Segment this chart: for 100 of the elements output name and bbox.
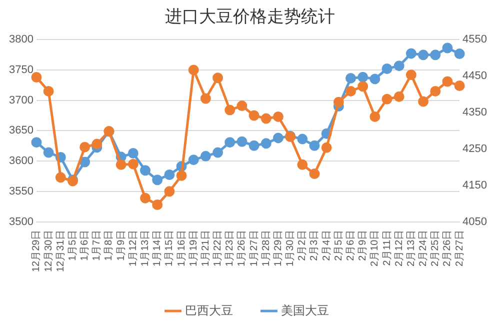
x-tick-label: 2月11日 <box>382 230 393 266</box>
point <box>200 93 211 104</box>
x-tick-label: 1月30日 <box>285 230 296 266</box>
point <box>80 156 90 168</box>
x-tick-label: 1月15日 <box>164 230 176 266</box>
point <box>358 72 368 82</box>
y-tick-label: 3750 <box>8 64 34 76</box>
x-tick-label: 1月8日 <box>104 230 115 261</box>
x-tick-label: 1月29日 <box>272 230 284 266</box>
x-tick-label: 1月19日 <box>188 230 200 266</box>
point <box>224 137 236 148</box>
point <box>224 104 236 116</box>
x-tick-label: 2月5日 <box>333 230 344 261</box>
point <box>418 50 429 60</box>
x-tick-label: 1月9日 <box>116 230 127 261</box>
point <box>272 132 284 144</box>
x-tick-label: 1月12日 <box>128 230 139 266</box>
x-tick-label: 12月31日 <box>55 230 66 272</box>
x-tick-label: 1月28日 <box>260 230 272 266</box>
x-tick-label: 2月12日 <box>394 230 405 266</box>
point <box>442 42 453 54</box>
point <box>418 96 429 107</box>
y2-tick-label: 4250 <box>462 142 488 155</box>
point <box>442 76 453 87</box>
point <box>116 159 126 170</box>
point <box>43 147 54 158</box>
point <box>176 170 187 181</box>
point <box>382 94 392 104</box>
y2-tick-label: 4150 <box>462 179 488 192</box>
x-tick-label: 1月22日 <box>212 230 224 266</box>
point <box>260 113 272 124</box>
y-tick-label: 3500 <box>8 216 34 228</box>
x-tick-label: 1月26日 <box>236 230 248 266</box>
point <box>297 134 308 144</box>
x-tick-label: 1月27日 <box>248 230 260 266</box>
y-tick-label: 3800 <box>8 34 34 46</box>
point <box>92 138 102 150</box>
x-tick-label: 1月23日 <box>224 230 236 266</box>
point <box>297 159 308 170</box>
x-tick-label: 1月16日 <box>176 230 188 266</box>
point <box>152 174 163 186</box>
point <box>454 80 465 91</box>
point <box>454 48 465 60</box>
x-tick-label: 2月2日 <box>297 230 308 261</box>
point <box>248 110 260 121</box>
x-tick-label: 2月4日 <box>321 230 332 261</box>
point <box>358 81 368 92</box>
point <box>260 138 272 149</box>
point <box>236 100 248 112</box>
y-tick-label: 3650 <box>8 124 34 137</box>
point <box>272 111 284 122</box>
point <box>321 142 332 153</box>
point <box>212 147 224 158</box>
x-tick-label: 1月7日 <box>92 230 103 261</box>
y-tick-label: 3700 <box>8 94 34 106</box>
point <box>333 96 344 108</box>
point <box>140 165 151 176</box>
y2-tick-label: 4050 <box>462 216 488 228</box>
point <box>31 137 42 148</box>
x-tick-label: 2月13日 <box>406 230 417 266</box>
point <box>248 140 260 151</box>
y2-tick-label: 4550 <box>462 34 488 46</box>
y2-tick-label: 4350 <box>462 106 488 118</box>
chart-title: 进口大豆价格走势统计 <box>164 6 336 29</box>
point <box>406 48 416 59</box>
point <box>394 91 404 102</box>
point <box>212 72 224 84</box>
point <box>236 136 248 147</box>
x-tick-label: 12月29日 <box>31 230 42 272</box>
x-tick-label: 1月21日 <box>200 230 212 266</box>
point <box>345 72 356 84</box>
point <box>430 50 441 60</box>
point <box>345 86 356 96</box>
point <box>309 168 320 180</box>
point <box>164 170 175 180</box>
point <box>140 192 151 204</box>
point <box>430 86 441 96</box>
x-tick-label: 2月26日 <box>442 230 454 266</box>
point <box>309 140 320 151</box>
point <box>43 86 54 96</box>
point <box>382 63 392 74</box>
x-tick-label: 1月14日 <box>152 230 164 266</box>
point <box>188 154 199 166</box>
x-tick-label: 12月30日 <box>43 230 54 272</box>
x-tick-label: 2月27日 <box>454 230 466 266</box>
legend-label: 美国大豆 <box>281 303 329 318</box>
point <box>370 111 380 122</box>
x-tick-label: 2月24日 <box>418 230 430 266</box>
x-tick-label: 1月6日 <box>80 230 91 261</box>
point <box>152 200 163 210</box>
x-tick-label: 2月25日 <box>430 230 442 266</box>
x-tick-label: 2月9日 <box>358 230 369 261</box>
point <box>406 70 416 80</box>
point <box>394 60 404 72</box>
x-tick-label: 2月3日 <box>309 230 320 261</box>
x-tick-label: 2月6日 <box>345 230 356 261</box>
legend-label: 巴西大豆 <box>185 303 233 318</box>
point <box>80 142 90 152</box>
point <box>128 158 138 170</box>
y-tick-label: 3600 <box>8 155 34 168</box>
